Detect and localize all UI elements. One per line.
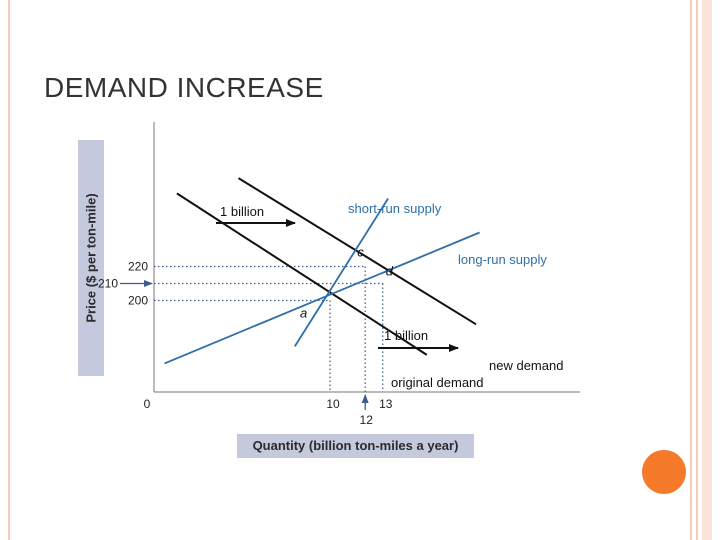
x-tick-label-12: 12 — [360, 413, 374, 427]
point-label-d: d — [386, 264, 394, 279]
point-label-a: a — [300, 306, 307, 321]
y-tick-label-220: 220 — [128, 260, 148, 274]
shift-label-top: 1 billion — [220, 204, 264, 219]
shift-label-bottom: 1 billion — [384, 328, 428, 343]
slide-frame-right-band — [702, 0, 712, 540]
decorative-orange-circle — [642, 450, 686, 494]
y-tick-label-200: 200 — [128, 294, 148, 308]
point-label-c: c — [357, 245, 364, 260]
x-tick-label-10: 10 — [326, 397, 340, 411]
series-line-new-demand — [237, 177, 477, 326]
series-line-short-run-supply — [294, 198, 389, 347]
slide-frame-right-line — [690, 0, 692, 540]
x-axis-label: Quantity (billion ton-miles a year) — [252, 438, 459, 453]
x-tick-label-13: 13 — [379, 397, 393, 411]
series-line-original-demand — [176, 192, 428, 356]
slide-frame-right-line-2 — [696, 0, 698, 540]
label-new-demand: new demand — [489, 358, 563, 373]
x-axis-label-box — [237, 434, 474, 458]
label-long-run-supply: long-run supply — [458, 252, 547, 267]
slide-title: DEMAND INCREASE — [44, 72, 324, 103]
y-tick-label-210: 210 — [98, 277, 118, 291]
label-short-run-supply: short-run supply — [348, 201, 442, 216]
y-axis-label-box — [78, 140, 104, 376]
x-tick-label-0: 0 — [144, 397, 151, 411]
label-original-demand: original demand — [391, 375, 484, 390]
series-line-long-run-supply — [164, 231, 480, 365]
slide-frame-left — [8, 0, 10, 540]
